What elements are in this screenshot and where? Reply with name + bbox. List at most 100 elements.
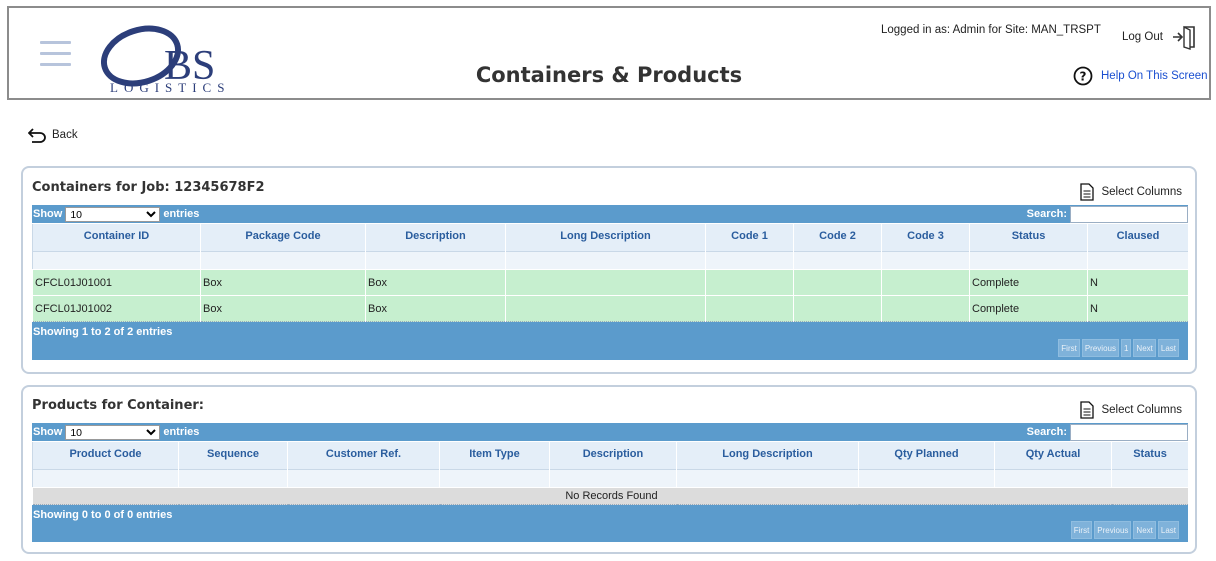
pager-previous-button[interactable]: Previous: [1081, 339, 1119, 357]
products-select-columns-button[interactable]: Select Columns: [1080, 401, 1182, 419]
pager-next-button[interactable]: Next: [1133, 521, 1156, 539]
products-panel: Products for Container: Select Columns S…: [21, 385, 1197, 554]
column-filter-cell[interactable]: [201, 251, 365, 269]
table-cell-code-1: [705, 269, 794, 296]
column-header-claused[interactable]: Claused: [1087, 223, 1189, 270]
pager-last-button[interactable]: Last: [1157, 339, 1179, 357]
column-header-label: Code 3: [907, 230, 944, 242]
column-filter-cell[interactable]: [288, 469, 439, 487]
column-filter-cell[interactable]: [677, 469, 858, 487]
app-header: BS LOGISTICS Containers & Products Logge…: [7, 6, 1211, 100]
products-search-input[interactable]: [1070, 423, 1188, 441]
pager-previous-button[interactable]: Previous: [1094, 521, 1132, 539]
column-header-qty-planned[interactable]: Qty Planned: [858, 441, 995, 488]
column-header-long-description[interactable]: Long Description: [676, 441, 859, 488]
page-title: Containers & Products: [475, 63, 743, 87]
table-cell-code-1: [705, 295, 794, 322]
hamburger-icon[interactable]: [40, 41, 71, 66]
column-header-status[interactable]: Status: [969, 223, 1088, 270]
pager-1-button[interactable]: 1: [1120, 339, 1132, 357]
pager-next-button[interactable]: Next: [1133, 339, 1156, 357]
containers-select-columns-button[interactable]: Select Columns: [1080, 183, 1182, 201]
show-label: Show: [33, 208, 63, 220]
containers-table: Container ID Package Code Description Long …: [32, 223, 1189, 322]
column-header-product-code[interactable]: Product Code: [32, 441, 179, 488]
login-info: Logged in as: Admin for Site: MAN_TRSPT: [881, 24, 1101, 36]
containers-info: Showing 1 to 2 of 2 entries: [33, 326, 173, 338]
table-cell-code-2: [793, 295, 882, 322]
entries-label: entries: [163, 208, 200, 220]
column-filter-cell[interactable]: [859, 469, 994, 487]
table-cell-status: Complete: [969, 295, 1088, 322]
svg-text:?: ?: [1080, 70, 1087, 84]
column-header-code-2[interactable]: Code 2: [793, 223, 882, 270]
containers-table-footer: Showing 1 to 2 of 2 entries First Previou…: [32, 322, 1188, 360]
column-header-label: Code 1: [731, 230, 768, 242]
column-filter-cell[interactable]: [366, 251, 505, 269]
column-header-sequence[interactable]: Sequence: [178, 441, 288, 488]
column-filter-cell[interactable]: [506, 251, 705, 269]
pager-first-button[interactable]: First: [1058, 339, 1080, 357]
column-filter-cell[interactable]: [794, 251, 881, 269]
back-button[interactable]: Back: [28, 127, 78, 143]
table-cell-description: Box: [365, 295, 506, 322]
column-header-customer-ref[interactable]: Customer Ref.: [287, 441, 440, 488]
column-filter-cell[interactable]: [550, 469, 676, 487]
table-cell-long-description: [505, 269, 706, 296]
products-entries-select[interactable]: 10: [65, 424, 161, 440]
column-filter-cell[interactable]: [1088, 251, 1188, 269]
column-header-status[interactable]: Status: [1111, 441, 1189, 488]
back-label: Back: [52, 129, 78, 141]
products-info: Showing 0 to 0 of 0 entries: [33, 509, 173, 521]
products-table-wrapper: Show 10 entries Search: Product Code Sequ…: [32, 423, 1189, 542]
logo-text: BS: [164, 43, 215, 89]
column-header-long-description[interactable]: Long Description: [505, 223, 706, 270]
table-cell-long-description: [505, 295, 706, 322]
table-cell-package-code: Box: [200, 269, 366, 296]
obs-logistics-logo[interactable]: BS LOGISTICS: [100, 22, 251, 96]
table-cell-container-id: CFCL01J01002: [32, 295, 201, 322]
column-header-qty-actual[interactable]: Qty Actual: [994, 441, 1112, 488]
select-columns-label: Select Columns: [1101, 404, 1182, 416]
table-cell-description: Box: [365, 269, 506, 296]
column-filter-cell[interactable]: [706, 251, 793, 269]
column-filter-cell[interactable]: [440, 469, 549, 487]
containers-table-wrapper: Show 10 entries Search: Container ID Pack…: [32, 205, 1189, 360]
column-filter-cell[interactable]: [33, 251, 200, 269]
column-filter-cell[interactable]: [995, 469, 1111, 487]
column-filter-cell[interactable]: [970, 251, 1087, 269]
containers-entries-select[interactable]: 10: [65, 206, 161, 222]
logout-button[interactable]: Log Out: [1122, 24, 1197, 50]
logo-subtext: LOGISTICS: [110, 80, 230, 95]
products-table: Product Code Sequence Customer Ref. Item Ty…: [32, 441, 1189, 505]
column-header-container-id[interactable]: Container ID: [32, 223, 201, 270]
column-header-label: Long Description: [722, 448, 813, 460]
column-header-code-3[interactable]: Code 3: [881, 223, 970, 270]
column-header-package-code[interactable]: Package Code: [200, 223, 366, 270]
containers-search-input[interactable]: [1070, 205, 1188, 223]
containers-panel: Containers for Job: 12345678F2 Select Co…: [21, 166, 1197, 374]
column-filter-cell[interactable]: [33, 469, 178, 487]
table-row[interactable]: CFCL01J01001 Box Box Complete N: [32, 269, 1189, 296]
products-table-footer: Showing 0 to 0 of 0 entries First Previou…: [32, 505, 1188, 542]
column-filter-cell[interactable]: [1112, 469, 1188, 487]
column-header-description[interactable]: Description: [365, 223, 506, 270]
table-cell-claused: N: [1087, 295, 1189, 322]
show-label: Show: [33, 426, 63, 438]
entries-label: entries: [163, 426, 200, 438]
help-link[interactable]: ? Help On This Screen: [1073, 66, 1208, 86]
column-filter-cell[interactable]: [179, 469, 287, 487]
help-label: Help On This Screen: [1101, 70, 1208, 82]
table-cell-code-3: [881, 295, 970, 322]
column-header-label: Claused: [1116, 230, 1160, 242]
column-header-label: Package Code: [245, 230, 321, 242]
column-header-code-1[interactable]: Code 1: [705, 223, 794, 270]
pager-first-button[interactable]: First: [1070, 521, 1093, 539]
table-row[interactable]: CFCL01J01002 Box Box Complete N: [32, 295, 1189, 322]
column-header-label: Code 2: [819, 230, 856, 242]
pager-last-button[interactable]: Last: [1157, 521, 1179, 539]
column-header-item-type[interactable]: Item Type: [439, 441, 550, 488]
column-header-description[interactable]: Description: [549, 441, 677, 488]
column-filter-cell[interactable]: [882, 251, 969, 269]
products-title: Products for Container:: [32, 398, 204, 413]
